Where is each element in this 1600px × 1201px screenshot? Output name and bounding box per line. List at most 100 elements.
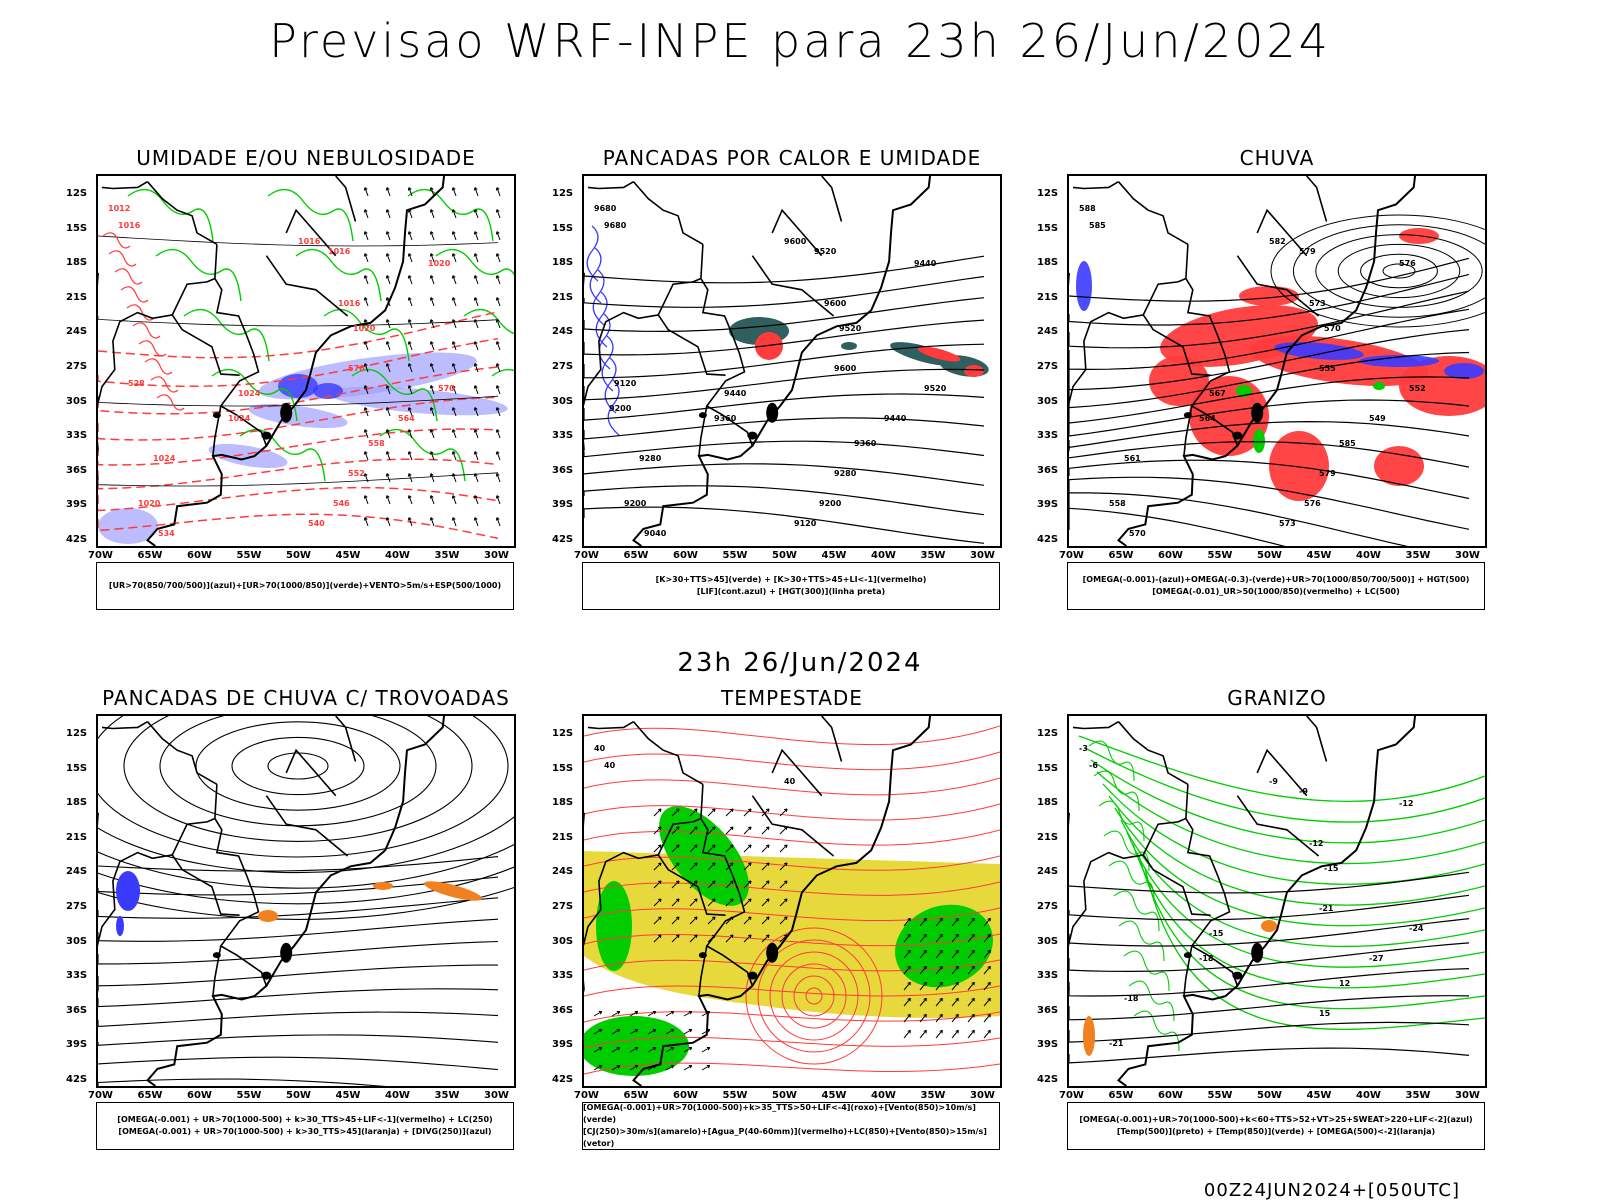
map-canvas: -3-6 -9 -9 -12 -12 -15 -15 -18 -18 -21 -21 -24 -27 12… [1069,716,1485,1086]
longitude-label: 40W [871,1090,896,1101]
legend-line: [LIF](cont.azul) + [HGT(300)](linha pret… [696,587,886,596]
longitude-label: 55W [1207,1090,1233,1101]
latitude-label: 42S [66,1074,88,1085]
latitude-label: 42S [66,534,88,545]
contour-label: 534 [158,529,175,538]
contour-label: 1024 [238,389,261,398]
shaded-area [1083,920,1277,1056]
shaded-area [755,332,984,377]
latitude-label: 36S [552,464,574,476]
latitude-label: 27S [552,361,574,372]
shaded-area [258,881,483,922]
panel-title: TEMPESTADE [721,686,863,710]
panel-title: CHUVA [1239,146,1315,170]
latitude-label: 18S [1037,257,1059,269]
latitude-label: 27S [552,901,574,912]
longitude-label: 55W [1207,550,1233,561]
longitude-label: 35W [434,1090,460,1101]
contour-label: 540 [308,519,325,528]
humidity-low-contours [127,188,514,482]
latitude-label: 36S [66,464,88,476]
map-canvas: 9680 9680 9600 9520 9440 9600 9520 9440 9360 9280… [584,176,989,546]
latitude-label: 30S [552,935,574,947]
latitude-label: 30S [1037,935,1059,947]
contour-label: 9440 [914,259,937,268]
contour-label: -15 [1209,929,1224,938]
latitude-label: 30S [552,395,574,407]
latitude-label: 21S [1037,831,1059,843]
longitude-label: 60W [673,550,698,561]
contour-label: 1020 [353,324,376,333]
panel-legend: [OMEGA(-0.001)+UR>70(1000-500)+k<60+TTS>… [1067,1102,1485,1150]
contour-label: 1020 [138,499,161,508]
lif-contours [586,225,620,436]
contour-label: 558 [1109,499,1126,508]
longitude-label: 30W [484,550,509,561]
legend-line: [K>30+TTS>45](verde) + [K>30+TTS>45+LI<-… [655,575,927,584]
contour-label: -6 [1089,761,1098,770]
contour-label: 1016 [298,237,321,246]
contour-label: 552 [348,469,365,478]
longitude-label: 35W [920,550,946,561]
longitude-label: 35W [1405,550,1431,561]
longitude-label: 40W [385,550,410,561]
panel-title: PANCADAS DE CHUVA C/ TROVOADAS [102,686,510,710]
streamlines-850 [584,725,1000,1075]
run-info: 00Z24JUN2024+[050UTC] [1203,1180,1460,1201]
latitude-label: 12S [552,728,574,739]
contour-label: 558 [368,439,385,448]
contour-label: 546 [333,499,350,508]
panel-legend: [UR>70(850/700/500)](azul)+[UR>70(1000/8… [96,562,514,610]
latitude-label: 15S [1037,222,1059,234]
valid-time-title: 23h 26/Jun/2024 [677,648,923,678]
main-title: Previsao WRF-INPE para 23h 26/Jun/2024 [269,14,1331,68]
contour-label: 1024 [228,414,251,423]
longitude-label: 50W [1257,1090,1282,1101]
latitude-label: 18S [66,797,88,809]
contour-label: -15 [1324,864,1339,873]
wind-vectors [653,808,788,943]
contour-label: 9280 [834,469,857,478]
latitude-label: 24S [1037,326,1059,338]
latitude-label: 18S [66,257,88,269]
map-canvas: 40 40 40 [584,716,1000,1086]
longitude-label: 60W [187,550,212,561]
latitude-label: 15S [66,222,88,234]
contour-label: -18 [1124,994,1139,1003]
legend-line: [OMEGA(-0.001)-(azul)+OMEGA(-0.3)-(verde… [1082,575,1470,584]
contour-label: 567 [1209,389,1226,398]
latitude-label: 18S [552,257,574,269]
contour-label: 9520 [814,247,837,256]
latitude-label: 18S [1037,797,1059,809]
contour-label: -3 [1079,744,1088,753]
longitude-label: 60W [673,1090,698,1101]
longitude-label: 55W [722,1090,748,1101]
latitude-label: 21S [66,291,88,303]
contour-lines [584,255,985,544]
longitude-label: 70W [88,1090,113,1101]
contour-label: -12 [1399,799,1413,808]
latitude-label: 36S [1037,464,1059,476]
longitude-label: 60W [187,1090,212,1101]
longitude-label: 30W [1455,550,1480,561]
latitude-label: 15S [66,762,88,774]
contour-label: 9040 [644,529,667,538]
contour-label-group: 40 40 40 [594,744,796,786]
contour-label: 40 [594,744,606,753]
latitude-label: 42S [552,1074,574,1085]
contour-label: -24 [1409,924,1424,933]
panel-title: UMIDADE E/OU NEBULOSIDADE [136,146,476,170]
latitude-label: 24S [66,866,88,878]
longitude-label: 65W [137,550,163,561]
contour-label-group: 1012 1016 1016 1016 1020 1016 1020 1024 1024 1024… [108,204,455,538]
contour-label: 573 [1309,299,1326,308]
panel-title: GRANIZO [1227,686,1327,710]
map-basemap [1069,176,1417,546]
longitude-label: 55W [236,550,262,561]
latitude-label: 30S [66,935,88,947]
longitude-label: 40W [1356,550,1381,561]
latitude-label: 42S [1037,1074,1059,1085]
longitude-label: 45W [821,550,847,561]
latitude-label: 12S [1037,188,1059,199]
longitude-label: 45W [1306,550,1332,561]
